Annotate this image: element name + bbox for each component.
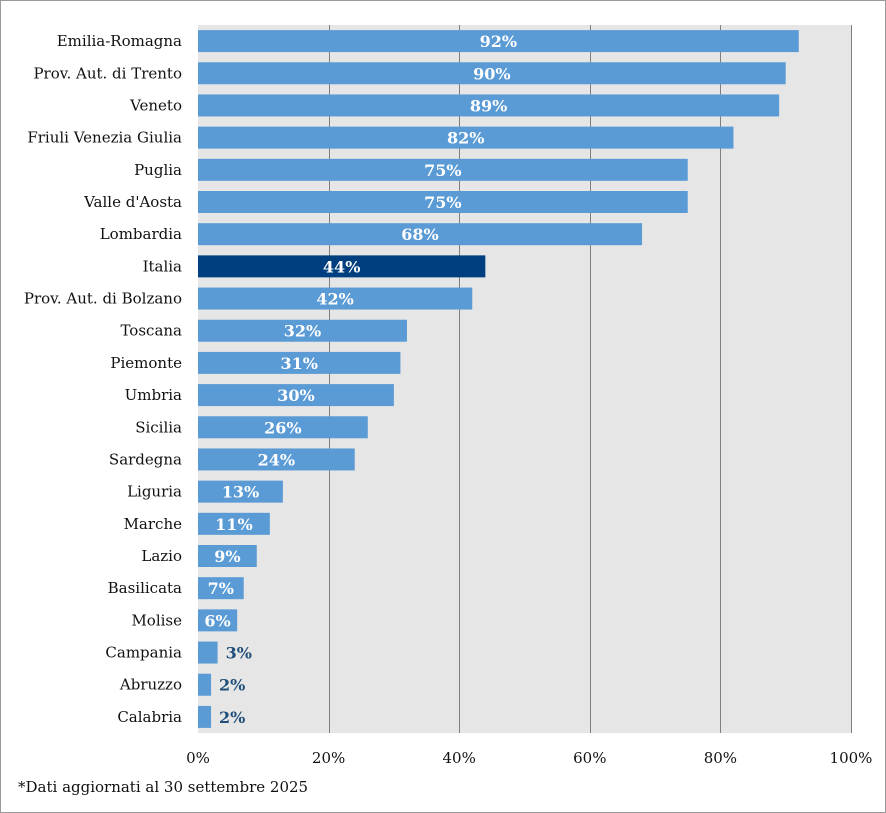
category-label: Lombardia xyxy=(100,225,182,243)
x-axis-tick-labels: 0% 20% 40% 60% 80% 100% xyxy=(186,749,872,767)
value-label: 11% xyxy=(215,515,252,534)
bar-liguria xyxy=(198,480,283,503)
x-tick-label: 100% xyxy=(830,749,873,767)
value-label: 68% xyxy=(401,225,438,244)
category-label: Friuli Venezia Giulia xyxy=(27,129,182,147)
value-label: 24% xyxy=(258,450,295,469)
bars xyxy=(198,30,799,728)
footnote: *Dati aggiornati al 30 settembre 2025 xyxy=(18,778,309,796)
bar-veneto xyxy=(198,94,780,117)
bar-lombardia xyxy=(198,223,643,246)
value-label: 42% xyxy=(316,290,353,309)
category-label: Prov. Aut. di Bolzano xyxy=(24,290,182,308)
bar-emilia-romagna xyxy=(198,30,799,53)
value-label: 2% xyxy=(219,708,245,727)
value-label: 44% xyxy=(323,257,360,276)
value-label: 9% xyxy=(214,547,240,566)
bar-marche xyxy=(198,512,270,535)
value-label: 2% xyxy=(219,676,245,695)
category-label: Liguria xyxy=(127,483,182,501)
bar-sicilia xyxy=(198,416,368,439)
bar-italia xyxy=(198,255,486,278)
bar-toscana xyxy=(198,319,407,342)
category-labels: Emilia-Romagna Prov. Aut. di Trento Veneto… xyxy=(24,32,182,726)
bar-molise xyxy=(198,609,238,632)
category-label: Calabria xyxy=(117,708,182,726)
value-label: 92% xyxy=(480,32,517,51)
x-tick-label: 0% xyxy=(186,749,210,767)
value-label: 26% xyxy=(264,418,301,437)
value-label: 31% xyxy=(280,354,317,373)
category-label: Sicilia xyxy=(135,418,182,436)
category-label: Marche xyxy=(124,515,183,533)
bar-lazio xyxy=(198,545,257,567)
category-label: Lazio xyxy=(141,547,182,565)
category-label: Umbria xyxy=(125,386,182,404)
category-label: Veneto xyxy=(129,96,182,114)
category-label: Abruzzo xyxy=(119,676,182,694)
value-label: 13% xyxy=(222,483,259,502)
value-label: 32% xyxy=(284,322,321,341)
category-label: Basilicata xyxy=(108,579,182,597)
category-label: Italia xyxy=(143,257,182,275)
bar-puglia xyxy=(198,158,688,181)
bar-calabria xyxy=(198,705,212,728)
value-label: 89% xyxy=(470,96,507,115)
category-label: Emilia-Romagna xyxy=(57,32,182,50)
category-label: Piemonte xyxy=(110,354,182,372)
bar-campania xyxy=(198,641,218,664)
value-label: 7% xyxy=(208,579,234,598)
value-label: 3% xyxy=(226,644,252,663)
value-label: 30% xyxy=(277,386,314,405)
bar-prov-aut-di-bolzano xyxy=(198,287,473,310)
bar-prov-aut-di-trento xyxy=(198,62,786,85)
value-label: 6% xyxy=(204,611,230,630)
bar-basilicata xyxy=(198,577,244,600)
x-tick-label: 40% xyxy=(443,749,476,767)
category-label: Campania xyxy=(105,644,182,662)
bar-abruzzo xyxy=(198,673,212,696)
value-label: 82% xyxy=(447,129,484,148)
x-tick-label: 20% xyxy=(312,749,345,767)
value-labels: 92% 90% 89% 82% 75% 75% 68% 44% 42% 32% 31% 30% 26% 2… xyxy=(204,32,517,727)
bar-piemonte xyxy=(198,351,401,374)
category-label: Sardegna xyxy=(109,450,182,468)
category-label: Toscana xyxy=(120,322,182,340)
category-label: Valle d'Aosta xyxy=(83,193,182,211)
category-label: Molise xyxy=(131,611,182,629)
value-label: 90% xyxy=(473,64,510,83)
value-label: 75% xyxy=(424,193,461,212)
category-label: Prov. Aut. di Trento xyxy=(33,64,182,82)
bar-valle-d-aosta xyxy=(198,191,688,213)
category-label: Puglia xyxy=(134,161,182,179)
x-tick-label: 60% xyxy=(573,749,606,767)
bar-umbria xyxy=(198,384,394,407)
bar-sardegna xyxy=(198,448,355,471)
value-label: 75% xyxy=(424,161,461,180)
x-tick-label: 80% xyxy=(704,749,737,767)
bar-friuli-venezia-giulia xyxy=(198,126,734,149)
